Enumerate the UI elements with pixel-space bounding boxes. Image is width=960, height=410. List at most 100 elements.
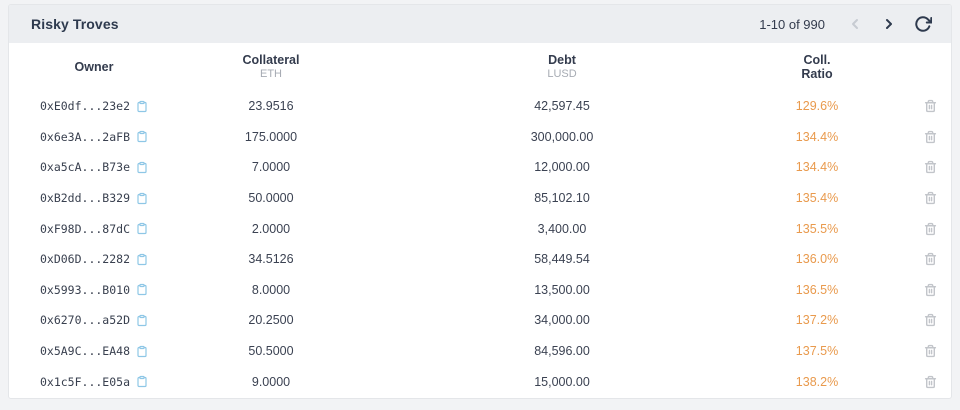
owner-cell: 0x1c5F...E05a	[9, 375, 179, 389]
debt-value: 84,596.00	[534, 344, 590, 359]
owner-cell: 0x5993...B010	[9, 283, 179, 297]
copy-address-icon	[137, 314, 147, 327]
trash-icon	[924, 283, 937, 296]
coll-ratio-value: 137.5%	[795, 344, 839, 359]
table-body: 0xE0df...23e2 23.9516 42,597.45 129.6%	[9, 91, 951, 397]
owner-address: 0x5A9C...EA48	[39, 344, 130, 359]
coll-ratio-value: 136.0%	[795, 252, 839, 267]
troves-table: Owner Collateral ETH Debt LUSD Coll. Rat…	[9, 43, 951, 397]
liquidate-trove-button[interactable]	[924, 222, 937, 236]
copy-address-icon	[137, 253, 147, 265]
debt-value: 300,000.00	[530, 129, 594, 144]
owner-address: 0xE0df...23e2	[39, 99, 130, 114]
trove-row: 0xE0df...23e2 23.9516 42,597.45 129.6%	[9, 91, 951, 122]
copy-address-icon	[137, 223, 147, 235]
owner-address: 0xD06D...2282	[39, 252, 130, 267]
trash-icon	[924, 375, 937, 388]
trove-row: 0xB2dd...B329 50.0000 85,102.10 135.4%	[9, 183, 951, 214]
chevron-right-icon	[886, 19, 892, 29]
trash-icon	[924, 344, 937, 358]
table-header-row: Owner Collateral ETH Debt LUSD Coll. Rat…	[9, 43, 951, 91]
debt-value: 58,449.54	[534, 252, 590, 267]
liquidate-trove-button[interactable]	[924, 313, 937, 327]
copy-address-button[interactable]	[136, 283, 148, 296]
coll-ratio-value: 135.4%	[795, 191, 839, 206]
coll-ratio-value: 134.4%	[795, 129, 839, 144]
trash-cell	[873, 283, 951, 297]
copy-address-button[interactable]	[136, 130, 148, 143]
owner-cell: 0x5A9C...EA48	[9, 344, 179, 358]
debt-value: 12,000.00	[534, 160, 590, 175]
debt-value: 85,102.10	[534, 191, 590, 206]
debt-value: 42,597.45	[534, 99, 590, 114]
coll-ratio-value: 134.4%	[795, 160, 839, 175]
coll-ratio-value: 136.5%	[795, 282, 839, 297]
refresh-button[interactable]	[909, 10, 937, 38]
owner-cell: 0xD06D...2282	[9, 252, 179, 266]
trash-cell	[873, 99, 951, 113]
liquidate-trove-button[interactable]	[924, 130, 937, 144]
liquidate-trove-button[interactable]	[924, 375, 937, 389]
coll-ratio-value: 129.6%	[795, 99, 839, 114]
trash-icon	[924, 161, 937, 174]
trove-row: 0xD06D...2282 34.5126 58,449.54 136.0%	[9, 244, 951, 275]
trash-icon	[924, 100, 937, 113]
trash-icon	[924, 222, 937, 235]
chevron-left-icon	[852, 19, 858, 29]
liquidate-trove-button[interactable]	[924, 99, 937, 113]
collateral-value: 7.0000	[251, 160, 291, 175]
liquidate-trove-button[interactable]	[924, 160, 937, 174]
pagination-controls: 1-10 of 990	[759, 10, 937, 38]
copy-address-button[interactable]	[136, 161, 148, 174]
copy-address-icon	[137, 284, 147, 296]
copy-address-button[interactable]	[136, 375, 148, 388]
owner-cell: 0xF98D...87dC	[9, 222, 179, 236]
liquidate-trove-button[interactable]	[924, 252, 937, 266]
trash-cell	[873, 375, 951, 389]
owner-cell: 0xE0df...23e2	[9, 99, 179, 113]
trash-cell	[873, 252, 951, 266]
risky-troves-card: Risky Troves 1-10 of 990	[8, 4, 952, 399]
trove-row: 0xa5cA...B73e 7.0000 12,000.00 134.4%	[9, 152, 951, 183]
liquidate-trove-button[interactable]	[924, 283, 937, 297]
trove-row: 0xF98D...87dC 2.0000 3,400.00 135.5%	[9, 213, 951, 244]
liquidate-trove-button[interactable]	[924, 191, 937, 205]
liquidate-trove-button[interactable]	[924, 344, 937, 358]
coll-ratio-value: 137.2%	[795, 313, 839, 328]
debt-value: 3,400.00	[537, 221, 587, 236]
debt-unit-label: LUSD	[547, 67, 577, 80]
trove-row: 0x6270...a52D 20.2500 34,000.00 137.2%	[9, 305, 951, 336]
copy-address-icon	[137, 161, 147, 174]
refresh-icon	[915, 16, 932, 32]
trove-row: 0x5993...B010 8.0000 13,500.00 136.5%	[9, 275, 951, 306]
collateral-value: 175.0000	[244, 129, 298, 144]
copy-address-button[interactable]	[136, 192, 148, 205]
trash-cell	[873, 160, 951, 174]
coll-ratio-value: 138.2%	[795, 374, 839, 389]
collateral-value: 8.0000	[251, 282, 291, 297]
owner-address: 0x6e3A...2aFB	[39, 129, 130, 144]
prev-page-button[interactable]	[841, 10, 869, 38]
trash-cell	[873, 344, 951, 358]
coll-ratio-value: 135.5%	[795, 221, 839, 236]
pagination-label: 1-10 of 990	[759, 16, 825, 32]
column-header-coll-ratio: Coll. Ratio	[801, 52, 833, 81]
owner-cell: 0xB2dd...B329	[9, 191, 179, 205]
page-title: Risky Troves	[31, 16, 119, 32]
copy-address-button[interactable]	[136, 253, 148, 266]
copy-address-button[interactable]	[136, 100, 148, 113]
collateral-value: 34.5126	[248, 252, 294, 267]
collateral-value: 20.2500	[248, 313, 294, 328]
column-header-collateral: Collateral ETH	[179, 53, 363, 80]
copy-address-icon	[137, 376, 147, 388]
copy-address-button[interactable]	[136, 222, 148, 235]
collateral-value: 50.0000	[248, 191, 294, 206]
copy-address-button[interactable]	[136, 314, 148, 327]
copy-address-icon	[137, 345, 147, 357]
next-page-button[interactable]	[875, 10, 903, 38]
owner-cell: 0xa5cA...B73e	[9, 160, 179, 174]
collateral-unit-label: ETH	[260, 67, 282, 80]
owner-address: 0x1c5F...E05a	[39, 374, 130, 389]
copy-address-button[interactable]	[136, 345, 148, 358]
trash-icon	[924, 253, 937, 266]
